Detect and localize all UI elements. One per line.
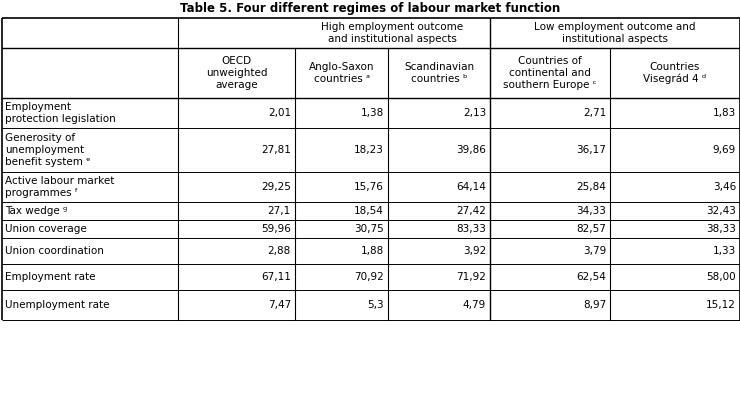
Text: Active labour market
programmes ᶠ: Active labour market programmes ᶠ bbox=[5, 176, 115, 198]
Text: 39,86: 39,86 bbox=[456, 145, 486, 155]
Text: 1,83: 1,83 bbox=[713, 108, 736, 118]
Text: Countries of
continental and
southern Europe ᶜ: Countries of continental and southern Eu… bbox=[503, 57, 596, 89]
Text: Anglo-Saxon
countries ᵃ: Anglo-Saxon countries ᵃ bbox=[309, 62, 374, 84]
Text: 2,71: 2,71 bbox=[583, 108, 606, 118]
Text: Countries
Visegrád 4 ᵈ: Countries Visegrád 4 ᵈ bbox=[644, 62, 707, 84]
Text: 82,57: 82,57 bbox=[576, 224, 606, 234]
Text: 15,12: 15,12 bbox=[706, 300, 736, 310]
Text: 2,13: 2,13 bbox=[462, 108, 486, 118]
Text: 36,17: 36,17 bbox=[576, 145, 606, 155]
Text: 83,33: 83,33 bbox=[456, 224, 486, 234]
Text: 8,97: 8,97 bbox=[583, 300, 606, 310]
Text: OECD
unweighted
average: OECD unweighted average bbox=[206, 57, 267, 89]
Text: 9,69: 9,69 bbox=[713, 145, 736, 155]
Text: Union coverage: Union coverage bbox=[5, 224, 87, 234]
Text: 3,92: 3,92 bbox=[462, 246, 486, 256]
Text: 27,81: 27,81 bbox=[261, 145, 291, 155]
Text: 34,33: 34,33 bbox=[576, 206, 606, 216]
Text: 71,92: 71,92 bbox=[456, 272, 486, 282]
Text: Tax wedge ᵍ: Tax wedge ᵍ bbox=[5, 206, 67, 216]
Text: 18,23: 18,23 bbox=[354, 145, 384, 155]
Text: 5,3: 5,3 bbox=[367, 300, 384, 310]
Text: 70,92: 70,92 bbox=[354, 272, 384, 282]
Text: 25,84: 25,84 bbox=[576, 182, 606, 192]
Text: Unemployment rate: Unemployment rate bbox=[5, 300, 110, 310]
Text: 58,00: 58,00 bbox=[707, 272, 736, 282]
Text: 30,75: 30,75 bbox=[354, 224, 384, 234]
Text: 27,1: 27,1 bbox=[268, 206, 291, 216]
Text: 2,88: 2,88 bbox=[268, 246, 291, 256]
Text: 32,43: 32,43 bbox=[706, 206, 736, 216]
Text: Generosity of
unemployment
benefit system ᵉ: Generosity of unemployment benefit syste… bbox=[5, 134, 90, 166]
Text: 4,79: 4,79 bbox=[462, 300, 486, 310]
Text: 64,14: 64,14 bbox=[456, 182, 486, 192]
Text: High employment outcome
and institutional aspects: High employment outcome and institutiona… bbox=[321, 22, 463, 44]
Text: 1,38: 1,38 bbox=[361, 108, 384, 118]
Text: 59,96: 59,96 bbox=[261, 224, 291, 234]
Text: 67,11: 67,11 bbox=[261, 272, 291, 282]
Text: 62,54: 62,54 bbox=[576, 272, 606, 282]
Text: 29,25: 29,25 bbox=[261, 182, 291, 192]
Text: Employment rate: Employment rate bbox=[5, 272, 95, 282]
Text: 18,54: 18,54 bbox=[354, 206, 384, 216]
Text: Union coordination: Union coordination bbox=[5, 246, 104, 256]
Text: Low employment outcome and
institutional aspects: Low employment outcome and institutional… bbox=[534, 22, 696, 44]
Text: Table 5. Four different regimes of labour market function: Table 5. Four different regimes of labou… bbox=[180, 2, 560, 15]
Text: 15,76: 15,76 bbox=[354, 182, 384, 192]
Text: 1,88: 1,88 bbox=[361, 246, 384, 256]
Text: 3,79: 3,79 bbox=[583, 246, 606, 256]
Text: Employment
protection legislation: Employment protection legislation bbox=[5, 102, 115, 124]
Text: 1,33: 1,33 bbox=[713, 246, 736, 256]
Text: 27,42: 27,42 bbox=[456, 206, 486, 216]
Text: 3,46: 3,46 bbox=[713, 182, 736, 192]
Text: 7,47: 7,47 bbox=[268, 300, 291, 310]
Text: 38,33: 38,33 bbox=[706, 224, 736, 234]
Text: 2,01: 2,01 bbox=[268, 108, 291, 118]
Text: Scandinavian
countries ᵇ: Scandinavian countries ᵇ bbox=[404, 62, 474, 84]
